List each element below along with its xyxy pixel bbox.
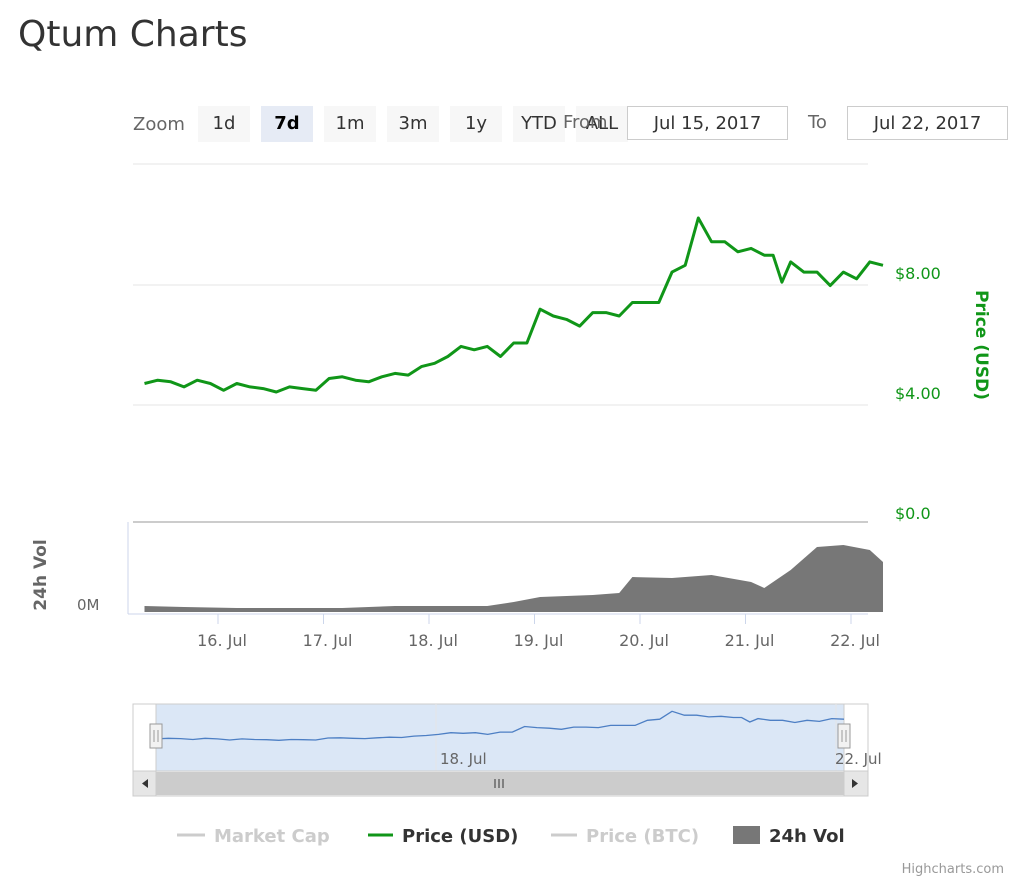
navigator-tick-18-jul: 18. Jul	[440, 750, 487, 768]
to-label: To	[808, 112, 827, 133]
price-usd-line	[144, 216, 884, 394]
zoom-button-ytd[interactable]: YTD	[513, 106, 565, 142]
volume-axis-title: 24h Vol	[31, 539, 51, 610]
x-tick-label: 17. Jul	[303, 631, 353, 650]
legend-item-price-usd[interactable]: Price (USD)	[368, 826, 518, 847]
x-axis-ticks: 16. Jul 17. Jul 18. Jul 19. Jul 20. Jul 21. J…	[197, 614, 880, 650]
zoom-button-1y[interactable]: 1y	[450, 106, 502, 142]
zoom-button-3m[interactable]: 3m	[387, 106, 439, 142]
price-tick-4: $4.00	[895, 384, 941, 403]
arrow-right-icon	[852, 779, 858, 788]
legend-box-symbol	[733, 826, 760, 844]
legend-label-price-usd: Price (USD)	[402, 826, 518, 847]
legend-label-market-cap: Market Cap	[214, 826, 330, 847]
page-title: Qtum Charts	[18, 14, 248, 55]
zoom-button-1m[interactable]: 1m	[324, 106, 376, 142]
x-tick-label: 18. Jul	[408, 631, 458, 650]
navigator-right-handle[interactable]	[837, 723, 851, 749]
navigator-left-handle[interactable]	[149, 723, 163, 749]
to-date-input[interactable]: Jul 22, 2017	[847, 106, 1008, 140]
credits-link[interactable]: Highcharts.com	[901, 862, 1004, 877]
zoom-button-1d[interactable]: 1d	[198, 106, 250, 142]
zoom-label: Zoom	[133, 114, 185, 135]
volume-tick-0m: 0M	[77, 596, 100, 614]
from-date-input[interactable]: Jul 15, 2017	[627, 106, 788, 140]
price-tick-0: $0.0	[895, 504, 931, 523]
price-tick-8: $8.00	[895, 264, 941, 283]
volume-area	[144, 545, 883, 612]
scrollbar-grip-icon	[494, 779, 504, 788]
price-series	[144, 216, 884, 394]
volume-series	[144, 545, 883, 612]
scrollbar-thumb[interactable]	[156, 772, 844, 795]
price-axis-title: Price (USD)	[971, 290, 991, 400]
legend-label-price-btc: Price (BTC)	[586, 826, 699, 847]
from-label: From	[563, 112, 608, 133]
navigator: 18. Jul 22. Jul	[132, 703, 882, 772]
x-tick-label: 22. Jul	[830, 631, 880, 650]
legend-label-24h-vol: 24h Vol	[769, 826, 845, 847]
scrollbar[interactable]	[132, 770, 869, 797]
legend-item-price-btc[interactable]: Price (BTC)	[551, 826, 699, 847]
x-tick-label: 19. Jul	[514, 631, 564, 650]
navigator-tick-22-jul: 22. Jul	[835, 750, 882, 768]
zoom-button-7d[interactable]: 7d	[261, 106, 313, 142]
navigator-series	[155, 710, 845, 741]
navigator-selected-range[interactable]	[155, 703, 845, 772]
x-tick-label: 16. Jul	[197, 631, 247, 650]
x-tick-label: 21. Jul	[725, 631, 775, 650]
legend-item-24h-vol[interactable]: 24h Vol	[733, 826, 845, 847]
legend: Market Cap Price (USD) Price (BTC) 24h V…	[177, 826, 845, 847]
arrow-left-icon	[142, 779, 148, 788]
legend-item-market-cap[interactable]: Market Cap	[177, 826, 330, 847]
zoom-button-all[interactable]: ALL	[576, 106, 628, 142]
x-tick-label: 20. Jul	[619, 631, 669, 650]
